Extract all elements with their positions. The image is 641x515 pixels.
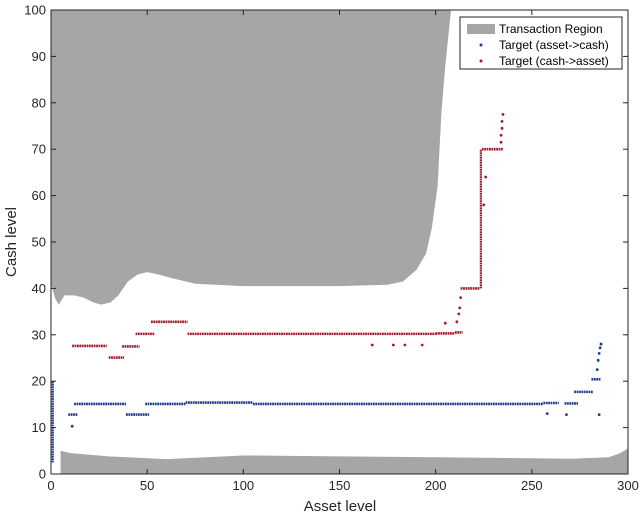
y-tick-label: 100 xyxy=(24,3,46,18)
axes: 0 50 100 150 200 250 300 0 10 20 30 40 50 60 70 80 90 100 xyxy=(24,3,639,494)
target-point-asset-to-cash xyxy=(597,351,601,355)
y-tick-label: 50 xyxy=(32,235,46,250)
y-tick-label: 10 xyxy=(32,420,46,435)
target-point-cash-to-asset xyxy=(501,113,505,116)
target-point-cash-to-asset xyxy=(420,343,424,347)
target-point-cash-to-asset xyxy=(391,343,395,347)
y-tick-label: 0 xyxy=(39,467,46,482)
y-axis-label: Cash level xyxy=(3,207,20,277)
legend-box xyxy=(459,16,623,70)
y-tick-label: 90 xyxy=(32,49,46,64)
target-point-cash-to-asset xyxy=(457,312,461,316)
y-tick-label: 80 xyxy=(32,95,46,110)
legend-swatch-region xyxy=(467,24,495,34)
target-point-asset-to-cash xyxy=(597,413,601,417)
target-point-cash-to-asset xyxy=(458,306,462,310)
transaction-region-lower xyxy=(60,448,629,474)
target-point-asset-to-cash xyxy=(70,424,74,428)
x-tick-label: 250 xyxy=(521,478,543,493)
x-tick-label: 0 xyxy=(47,478,54,493)
target-point-asset-to-cash xyxy=(599,342,603,346)
target-point-cash-to-asset xyxy=(455,320,459,324)
legend-marker-asset-to-cash xyxy=(479,43,483,47)
x-tick-label: 100 xyxy=(232,478,254,493)
y-tick-label: 70 xyxy=(32,142,46,157)
target-point-asset-to-cash xyxy=(545,412,549,416)
target-point-asset-to-cash xyxy=(598,346,602,350)
series-cash-to-asset xyxy=(72,113,505,359)
target-point-cash-to-asset xyxy=(482,203,486,207)
legend-label-asset-to-cash: Target (asset->cash) xyxy=(499,38,609,52)
plot-area xyxy=(51,10,629,474)
legend-marker-cash-to-asset xyxy=(479,59,483,63)
target-point-cash-to-asset xyxy=(499,140,503,144)
x-axis-label: Asset level xyxy=(304,498,377,515)
transaction-region-upper xyxy=(51,10,452,305)
y-tick-label: 60 xyxy=(32,188,46,203)
target-point-cash-to-asset xyxy=(500,119,504,123)
target-point-cash-to-asset xyxy=(499,133,503,137)
target-point-cash-to-asset xyxy=(484,175,488,179)
legend: Transaction Region Target (asset->cash) … xyxy=(459,16,623,70)
y-tick-label: 30 xyxy=(32,327,46,342)
x-tick-label: 50 xyxy=(140,478,154,493)
target-point-cash-to-asset xyxy=(403,343,407,347)
legend-label-cash-to-asset: Target (cash->asset) xyxy=(499,54,609,68)
target-point-cash-to-asset xyxy=(500,126,504,130)
y-tick-label: 20 xyxy=(32,374,46,389)
series-asset-to-cash xyxy=(51,342,603,463)
legend-label-region: Transaction Region xyxy=(499,22,603,36)
target-point-cash-to-asset xyxy=(370,343,374,347)
target-point-asset-to-cash xyxy=(596,358,600,362)
target-point-asset-to-cash xyxy=(565,413,568,417)
x-tick-label: 200 xyxy=(425,478,447,493)
y-tick-label: 40 xyxy=(32,281,46,296)
target-point-asset-to-cash xyxy=(595,368,599,371)
target-point-cash-to-asset xyxy=(443,321,447,325)
x-tick-label: 300 xyxy=(617,478,639,493)
x-tick-label: 150 xyxy=(329,478,351,493)
target-point-cash-to-asset xyxy=(459,296,463,300)
